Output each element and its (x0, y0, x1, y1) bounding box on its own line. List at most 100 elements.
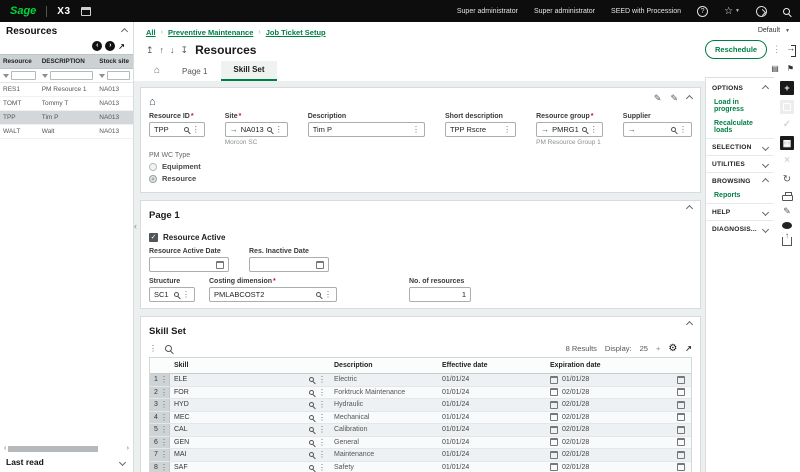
calendar-icon[interactable] (550, 426, 558, 434)
horizontal-scrollbar[interactable]: ‹ › (0, 443, 133, 454)
lookup-icon[interactable] (316, 292, 321, 297)
calendar-icon[interactable] (677, 451, 685, 459)
more-actions-icon[interactable]: ⋮ (318, 450, 326, 459)
resource-active-date-field[interactable] (149, 257, 229, 272)
more-actions-icon[interactable]: ⋮ (192, 125, 200, 134)
table-row[interactable]: 3⋮ HYD⋮ Hydraulic 01/01/24 02/01/28 (150, 399, 691, 412)
more-actions-icon[interactable]: ⋮ (318, 400, 326, 409)
menu-administrator-2[interactable]: Super administrator (534, 8, 595, 15)
lookup-icon[interactable] (309, 440, 314, 445)
collapse-panel-icon[interactable] (121, 28, 128, 35)
sidebar-collapse-icon[interactable]: ‹ (134, 221, 137, 231)
row-menu-icon[interactable]: ⋮ (160, 400, 168, 409)
resource-id-field[interactable]: TPP ⋮ (149, 122, 205, 137)
structure-field[interactable]: SC1 ⋮ (149, 287, 195, 302)
previous-record-icon[interactable]: ↑ (160, 45, 165, 56)
calendar-icon[interactable] (677, 426, 685, 434)
jump-to-icon[interactable]: → (628, 125, 636, 134)
column-expiration-date[interactable]: Expiration date (546, 358, 664, 373)
menu-section-selection[interactable]: SELECTION (706, 138, 774, 155)
more-actions-icon[interactable]: ⋮ (318, 425, 326, 434)
last-read-chevron-icon[interactable] (119, 458, 126, 465)
view-selector[interactable]: Default (758, 27, 780, 34)
calendar-icon[interactable] (550, 388, 558, 396)
more-actions-icon[interactable]: ⋮ (318, 388, 326, 397)
jump-to-icon[interactable]: → (541, 125, 549, 134)
prev-record-icon[interactable]: ‹ (92, 41, 102, 51)
menu-environment[interactable]: SEED with Procession (611, 8, 681, 15)
table-row[interactable]: 5⋮ CAL⋮ Calibration 01/01/24 02/01/28 (150, 424, 691, 437)
more-actions-icon[interactable]: ⋮ (679, 125, 687, 134)
tab-page-1[interactable]: Page 1 (170, 63, 219, 81)
column-resource[interactable]: Resource (0, 55, 39, 68)
calendar-icon[interactable] (677, 438, 685, 446)
menu-section-diagnosis[interactable]: DIAGNOSIS... (706, 220, 774, 237)
search-icon[interactable] (783, 8, 790, 15)
calendar-icon[interactable] (550, 438, 558, 446)
filter-description-input[interactable] (50, 71, 94, 80)
new-record-icon[interactable]: + (780, 81, 794, 95)
more-actions-icon[interactable]: ⋮ (182, 290, 190, 299)
calculator-icon[interactable]: ▦ (780, 136, 794, 150)
calendar-icon[interactable] (550, 413, 558, 421)
jump-to-icon[interactable]: → (230, 125, 238, 134)
add-row-icon[interactable]: + (656, 344, 660, 353)
radio-equipment-label[interactable]: Equipment (162, 162, 201, 171)
more-actions-icon[interactable]: ⋮ (772, 44, 781, 55)
lookup-icon[interactable] (309, 402, 314, 407)
expand-panel-icon[interactable]: ↗ (118, 42, 125, 51)
navigation-compass-icon[interactable] (756, 6, 767, 17)
filter-icon[interactable] (99, 74, 105, 78)
lookup-icon[interactable] (174, 292, 179, 297)
collapse-section-icon[interactable] (686, 95, 693, 102)
supplier-field[interactable]: → ⋮ (623, 122, 692, 137)
costing-dimension-field[interactable]: PMLABCOST2 ⋮ (209, 287, 337, 302)
last-record-icon[interactable]: ↧ (181, 45, 189, 56)
calendar-icon[interactable] (550, 463, 558, 471)
collapse-section-icon[interactable] (686, 205, 693, 212)
lookup-icon[interactable] (309, 452, 314, 457)
menu-section-help[interactable]: HELP (706, 203, 774, 220)
calendar-icon[interactable] (550, 376, 558, 384)
resource-group-field[interactable]: → PMRG1 ⋮ (536, 122, 603, 137)
layout-columns-icon[interactable]: ▤ (771, 64, 779, 73)
breadcrumb-all[interactable]: All (146, 28, 156, 37)
flag-icon[interactable]: ⚑ (787, 64, 794, 73)
res-inactive-date-field[interactable] (249, 257, 329, 272)
calendar-icon[interactable] (677, 401, 685, 409)
radio-resource-label[interactable]: Resource (162, 174, 196, 183)
calendar-icon[interactable] (316, 261, 324, 269)
more-actions-icon[interactable]: ⋮ (324, 290, 332, 299)
lookup-icon[interactable] (309, 465, 314, 470)
breadcrumb-preventive-maintenance[interactable]: Preventive Maintenance (168, 28, 253, 37)
menu-link-recalculate-loads[interactable]: Recalculate loads (706, 117, 774, 138)
column-description[interactable]: DESCRIPTION (39, 55, 97, 68)
tab-home-icon[interactable]: ⌂ (146, 61, 168, 81)
more-actions-icon[interactable]: ⋮ (590, 125, 598, 134)
tab-skill-set[interactable]: Skill Set (221, 61, 276, 81)
table-row[interactable]: 2⋮ FOR⋮ Forktruck Maintenance 01/01/24 0… (150, 387, 691, 400)
menu-administrator-1[interactable]: Super administrator (457, 8, 518, 15)
list-item-selected[interactable]: TPP Tim P NA013 (0, 111, 133, 125)
radio-resource-selected[interactable] (149, 175, 157, 183)
resource-active-checkbox[interactable]: ✓ (149, 233, 158, 242)
row-menu-icon[interactable]: ⋮ (160, 450, 168, 459)
product-name[interactable]: X3 (57, 6, 70, 17)
more-actions-icon[interactable]: ⋮ (503, 125, 511, 134)
first-record-icon[interactable]: ↥ (146, 45, 154, 56)
favorites-star-icon[interactable]: ☆▼ (724, 6, 740, 17)
table-row[interactable]: 7⋮ MAI⋮ Maintenance 01/01/24 02/01/28 (150, 449, 691, 462)
column-description[interactable]: Description (330, 358, 438, 373)
table-settings-gear-icon[interactable]: ⚙ (668, 343, 677, 354)
scrollbar-thumb[interactable] (8, 446, 98, 452)
row-menu-icon[interactable]: ⋮ (160, 388, 168, 397)
menu-section-utilities[interactable]: UTILITIES (706, 155, 774, 172)
lookup-icon[interactable] (184, 127, 189, 132)
scroll-left-icon[interactable]: ‹ (4, 445, 6, 452)
refresh-icon[interactable]: ↻ (783, 172, 791, 186)
more-actions-icon[interactable]: ⋮ (318, 413, 326, 422)
filter-site-input[interactable] (107, 71, 130, 80)
export-icon[interactable] (782, 237, 792, 246)
row-menu-icon[interactable]: ⋮ (160, 375, 168, 384)
lookup-icon[interactable] (309, 415, 314, 420)
